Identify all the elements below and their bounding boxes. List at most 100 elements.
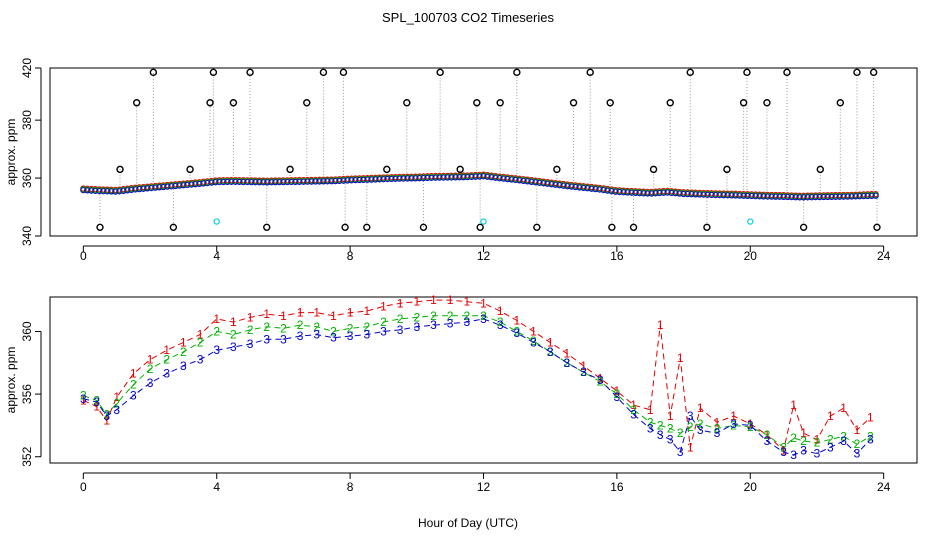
series-point-1: 1	[564, 346, 571, 360]
bottom-x-tick-label: 8	[347, 480, 354, 494]
baseline-point	[84, 187, 91, 194]
baseline-point	[596, 186, 603, 193]
series-point-3: 3	[697, 423, 704, 437]
baseline-point	[236, 178, 243, 186]
series-point-3: 3	[657, 428, 664, 442]
series-point-2: 2	[677, 426, 684, 440]
series-point-1: 1	[630, 398, 637, 412]
baseline-point	[744, 192, 751, 200]
baseline-point	[96, 187, 103, 195]
series-point-2: 2	[413, 310, 420, 324]
baseline-point	[484, 173, 491, 180]
series-point-2: 2	[347, 321, 354, 335]
baseline-point	[792, 194, 799, 201]
series-point-2: 2	[363, 320, 370, 334]
series-point-3: 3	[113, 403, 120, 417]
spike-point	[132, 99, 141, 107]
spike-point	[853, 68, 861, 77]
top-ylabel: approx. ppm	[4, 119, 18, 186]
spike-point	[246, 68, 254, 77]
baseline-point	[664, 189, 671, 196]
baseline-point	[600, 187, 607, 194]
top-x-tick-label: 20	[744, 249, 758, 263]
spike-point	[836, 99, 845, 107]
series-point-2: 2	[854, 437, 861, 451]
x-axis-label: Hour of Day (UTC)	[418, 516, 518, 530]
series-point-3: 3	[800, 443, 807, 457]
spike-point	[686, 68, 694, 77]
series-point-3: 3	[363, 328, 370, 342]
bottom-x-tick-label: 20	[744, 480, 758, 494]
series-point-2: 2	[800, 434, 807, 448]
series-point-3: 3	[313, 328, 320, 342]
series-point-1: 1	[447, 293, 454, 307]
spike-point	[116, 165, 124, 174]
baseline-point	[640, 190, 647, 197]
baseline-point	[92, 187, 99, 194]
series-point-3: 3	[197, 353, 204, 367]
series-point-2: 2	[530, 334, 537, 348]
baseline-point	[540, 180, 547, 187]
series-point-1: 1	[597, 371, 604, 385]
baseline-point	[492, 174, 499, 181]
series-point-2: 2	[647, 415, 654, 429]
baseline-point	[100, 188, 107, 195]
spike-point	[783, 68, 791, 77]
bottom-x-tick-label: 12	[477, 480, 491, 494]
series-point-3: 3	[347, 329, 354, 343]
series-point-3: 3	[447, 317, 454, 331]
spike-point	[763, 99, 771, 107]
series-point-2: 2	[514, 324, 521, 338]
series-point-2: 2	[764, 428, 771, 442]
series-point-3: 3	[280, 332, 287, 346]
baseline-point	[88, 187, 95, 194]
series-point-1: 1	[280, 309, 287, 323]
baseline-point	[668, 189, 675, 197]
spike-point	[209, 68, 218, 77]
baseline-point	[512, 176, 519, 184]
baseline-point	[736, 192, 743, 199]
spike-point	[149, 68, 158, 77]
top-x-axis: 0 4 8 12 16 20 24	[80, 245, 891, 263]
baseline-point	[760, 193, 767, 200]
baseline-point	[708, 191, 715, 199]
baseline-point	[552, 181, 559, 188]
top-y-tick-label: 420	[20, 58, 34, 78]
series-point-3: 3	[330, 331, 337, 345]
series-point-3: 3	[854, 447, 861, 461]
spike-point	[456, 165, 464, 174]
baseline-point	[588, 185, 595, 192]
series-point-3: 3	[413, 320, 420, 334]
baseline-point	[80, 187, 87, 194]
series-point-3: 3	[630, 407, 637, 421]
baseline-point	[712, 192, 719, 199]
spike-point	[553, 165, 561, 174]
baseline-point	[752, 193, 759, 200]
spike-point	[606, 99, 614, 107]
series-point-1: 1	[93, 400, 100, 414]
series-point-1: 1	[764, 428, 771, 442]
top-x-tick-label: 8	[347, 249, 354, 263]
top-x-tick-label: 16	[610, 249, 624, 263]
series-point-2: 2	[147, 362, 154, 376]
top-x-tick-label: 24	[877, 249, 891, 263]
baseline-point	[728, 192, 735, 199]
top-y-tick-label: 380	[20, 110, 34, 130]
baseline-point	[500, 175, 507, 182]
series-point-3: 3	[730, 417, 737, 431]
baseline-point	[240, 178, 247, 186]
baseline-point	[532, 179, 539, 186]
baseline-point	[576, 184, 583, 191]
baseline-point	[564, 183, 571, 190]
baseline-point	[680, 190, 687, 198]
series-point-1: 1	[430, 293, 437, 307]
baseline-point	[620, 189, 627, 196]
baseline-point	[108, 188, 115, 195]
series-point-1: 1	[247, 310, 254, 324]
baseline-point	[644, 190, 651, 197]
series-point-1: 1	[413, 295, 420, 309]
series-point-3: 3	[430, 318, 437, 332]
series-point-3: 3	[780, 445, 787, 459]
spike-point	[286, 165, 294, 174]
series-point-2: 2	[263, 320, 270, 334]
